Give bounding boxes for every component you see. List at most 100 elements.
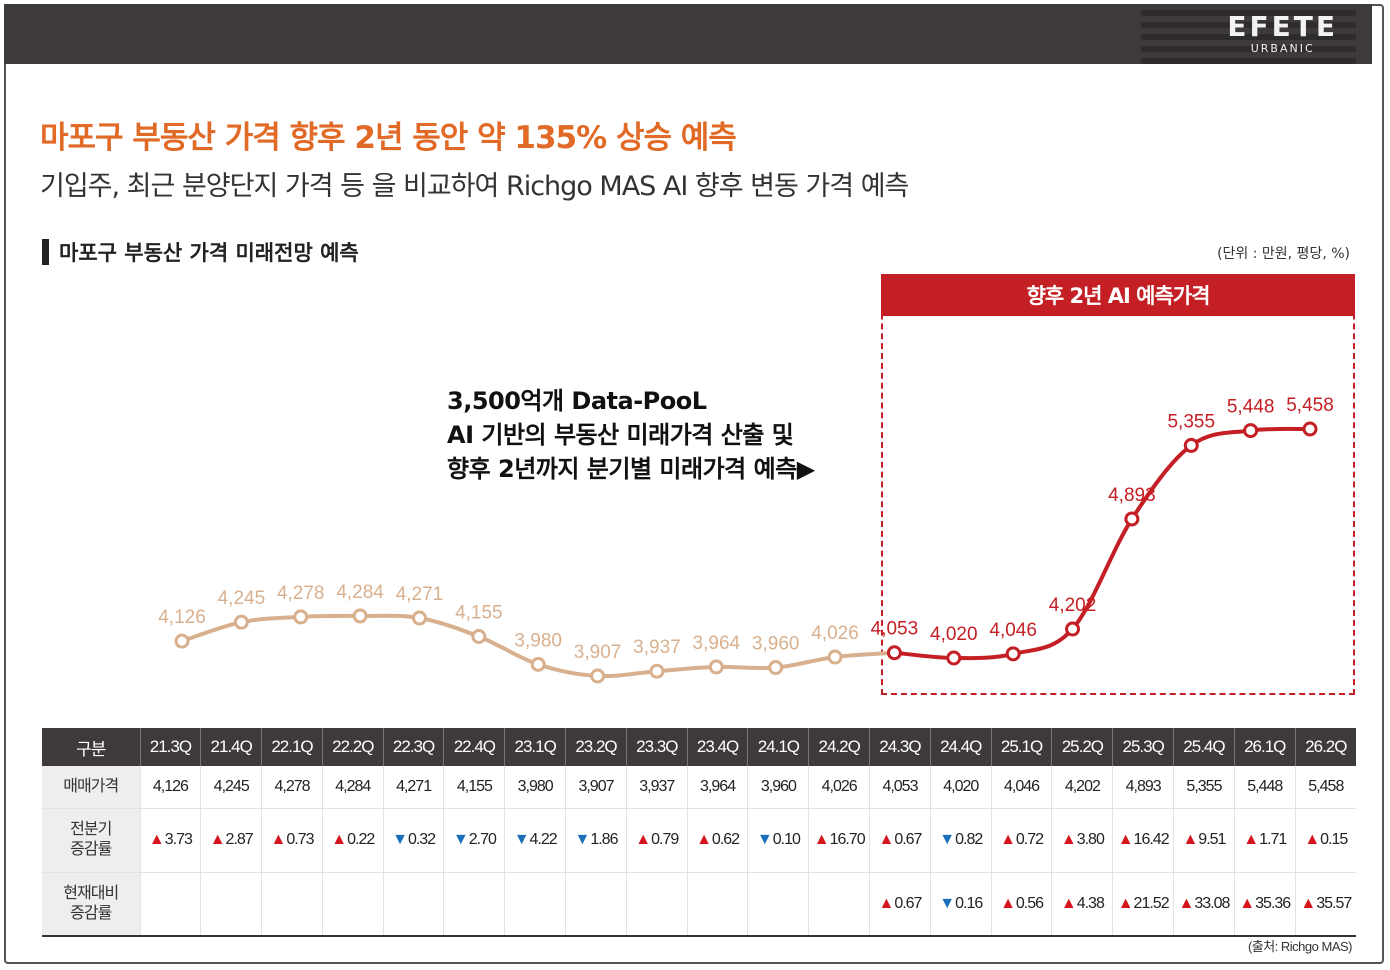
table-header-quarter: 24.2Q (808, 728, 870, 766)
data-point-26.1Q (1243, 423, 1259, 439)
data-label-23.1Q: 3,980 (514, 630, 562, 651)
table-header-quarter: 25.3Q (1112, 728, 1174, 766)
table-cell (139, 872, 201, 937)
table-header-quarter: 23.2Q (565, 728, 627, 766)
table-row: 현재대비 증감률 ▲0.67 ▼0.16 ▲0.56 ▲4.38 ▲21.52 ▲33.08 ▲… (42, 872, 1356, 937)
table-cell: ▲0.22 (321, 808, 384, 873)
down-triangle-icon: ▼ (756, 831, 773, 848)
table-header-quarter: 25.1Q (990, 728, 1052, 766)
table-cell: ▲16.70 (808, 808, 870, 873)
table-cell (747, 872, 809, 937)
data-label-22.4Q: 4,155 (455, 603, 503, 624)
table-cell: 5,458 (1294, 766, 1356, 809)
data-label-24.4Q: 4,020 (930, 624, 978, 645)
table-cell (321, 872, 384, 937)
down-triangle-icon: ▼ (392, 831, 408, 848)
data-label-22.2Q: 4,284 (336, 582, 384, 603)
up-triangle-icon: ▲ (1000, 831, 1016, 848)
callout-line-3: 향후 2년까지 분기별 미래가격 예측▶ (447, 455, 815, 483)
table-cell: ▼0.10 (747, 808, 809, 873)
section-title: 마포구 부동산 가격 미래전망 예측 (42, 237, 359, 267)
up-triangle-icon: ▲ (270, 831, 287, 848)
data-label-23.3Q: 3,937 (633, 637, 681, 658)
table-cell: 4,245 (200, 766, 262, 809)
table-cell: ▲2.87 (200, 808, 262, 873)
data-point-24.2Q (827, 649, 843, 665)
table-cell: 4,278 (261, 766, 323, 809)
table-cell (382, 872, 444, 937)
data-label-23.4Q: 3,964 (693, 633, 741, 654)
down-triangle-icon: ▼ (574, 831, 590, 848)
data-label-25.3Q: 4,893 (1108, 485, 1156, 506)
data-label-25.4Q: 5,355 (1167, 411, 1215, 432)
callout-line-2: AI 기반의 부동산 미래가격 산출 및 (447, 421, 794, 449)
table-cell: ▲0.73 (261, 808, 323, 873)
subline: 기입주, 최근 분양단지 가격 등 을 비교하여 Richgo MAS AI 향… (40, 171, 909, 202)
source-note: (출처: Richgo MAS) (1247, 939, 1353, 954)
table-cell: ▲0.67 (869, 872, 931, 937)
table-cell: ▲1.71 (1233, 808, 1296, 873)
table-cell: ▲4.38 (1051, 872, 1113, 937)
up-triangle-icon: ▲ (209, 831, 226, 848)
up-triangle-icon: ▲ (878, 831, 894, 848)
data-point-25.1Q (1005, 646, 1021, 662)
table-cell (808, 872, 870, 937)
up-triangle-icon: ▲ (813, 831, 830, 848)
data-label-21.3Q: 4,126 (158, 607, 206, 628)
data-label-26.1Q: 5,448 (1227, 397, 1275, 418)
table-cell: 4,893 (1112, 766, 1174, 809)
data-label-21.4Q: 4,245 (218, 588, 266, 609)
table-cell: 4,026 (808, 766, 870, 809)
data-point-23.4Q (708, 659, 724, 675)
table-row-label: 전분기 증감률 (42, 808, 140, 873)
table-header-quarter: 25.4Q (1173, 728, 1235, 766)
data-point-21.4Q (233, 614, 249, 630)
table-header-quarter: 22.1Q (261, 728, 323, 766)
up-triangle-icon: ▲ (148, 831, 165, 848)
data-label-24.1Q: 3,960 (752, 634, 800, 655)
table-cell (565, 872, 627, 937)
table-header-quarter: 22.2Q (321, 728, 384, 766)
data-label-25.2Q: 4,202 (1049, 595, 1097, 616)
table-cell: ▲3.73 (139, 808, 201, 873)
table-cell: 4,271 (382, 766, 444, 809)
table-cell: ▲35.36 (1233, 872, 1296, 937)
table-cell: 5,448 (1233, 766, 1296, 809)
table-cell: 4,284 (321, 766, 384, 809)
brand-logo: EFETE URBANIC (1227, 12, 1338, 56)
data-point-25.3Q (1124, 511, 1140, 527)
up-triangle-icon: ▲ (1178, 894, 1195, 912)
table-header-quarter: 24.1Q (747, 728, 809, 766)
chart-points (174, 421, 1318, 684)
table-row-label: 현재대비 증감률 (42, 872, 140, 937)
data-label-25.1Q: 4,046 (989, 620, 1037, 641)
table-cell: ▲0.15 (1294, 808, 1356, 873)
table-cell: 5,355 (1173, 766, 1235, 809)
table-cell: ▲0.79 (625, 808, 688, 873)
down-triangle-icon: ▼ (939, 894, 955, 912)
chart-lines (181, 426, 1311, 679)
data-point-22.2Q (352, 608, 368, 624)
data-label-26.2Q: 5,458 (1286, 395, 1334, 416)
price-line-chart: 4,126 4,245 4,278 4,284 4,271 4,155 3,980 3,907… (158, 395, 1334, 684)
table-cell (443, 872, 505, 937)
data-label-22.3Q: 4,271 (396, 584, 444, 605)
up-triangle-icon: ▲ (1000, 894, 1016, 912)
table-header-quarter: 23.3Q (625, 728, 688, 766)
data-label-24.2Q: 4,026 (811, 623, 859, 644)
table-cell: ▼0.16 (929, 872, 992, 937)
up-triangle-icon: ▲ (878, 894, 894, 912)
table-cell: 4,053 (869, 766, 931, 809)
table-row: 전분기 증감률 ▲3.73 ▲2.87 ▲0.73 ▲0.22 ▼0.32 ▼2.70 ▼4.2… (42, 808, 1356, 873)
top-banner: EFETE URBANIC (4, 4, 1372, 64)
up-triangle-icon: ▲ (1243, 831, 1259, 848)
table-cell: 4,202 (1051, 766, 1113, 809)
table-cell (200, 872, 262, 937)
data-point-24.4Q (946, 650, 962, 666)
data-label-23.2Q: 3,907 (574, 642, 622, 663)
down-triangle-icon: ▼ (939, 831, 955, 848)
section-title-text: 마포구 부동산 가격 미래전망 예측 (59, 241, 359, 265)
table-cell: ▲16.42 (1112, 808, 1174, 873)
data-point-21.3Q (174, 633, 190, 649)
table-row-label: 매매가격 (42, 766, 140, 809)
